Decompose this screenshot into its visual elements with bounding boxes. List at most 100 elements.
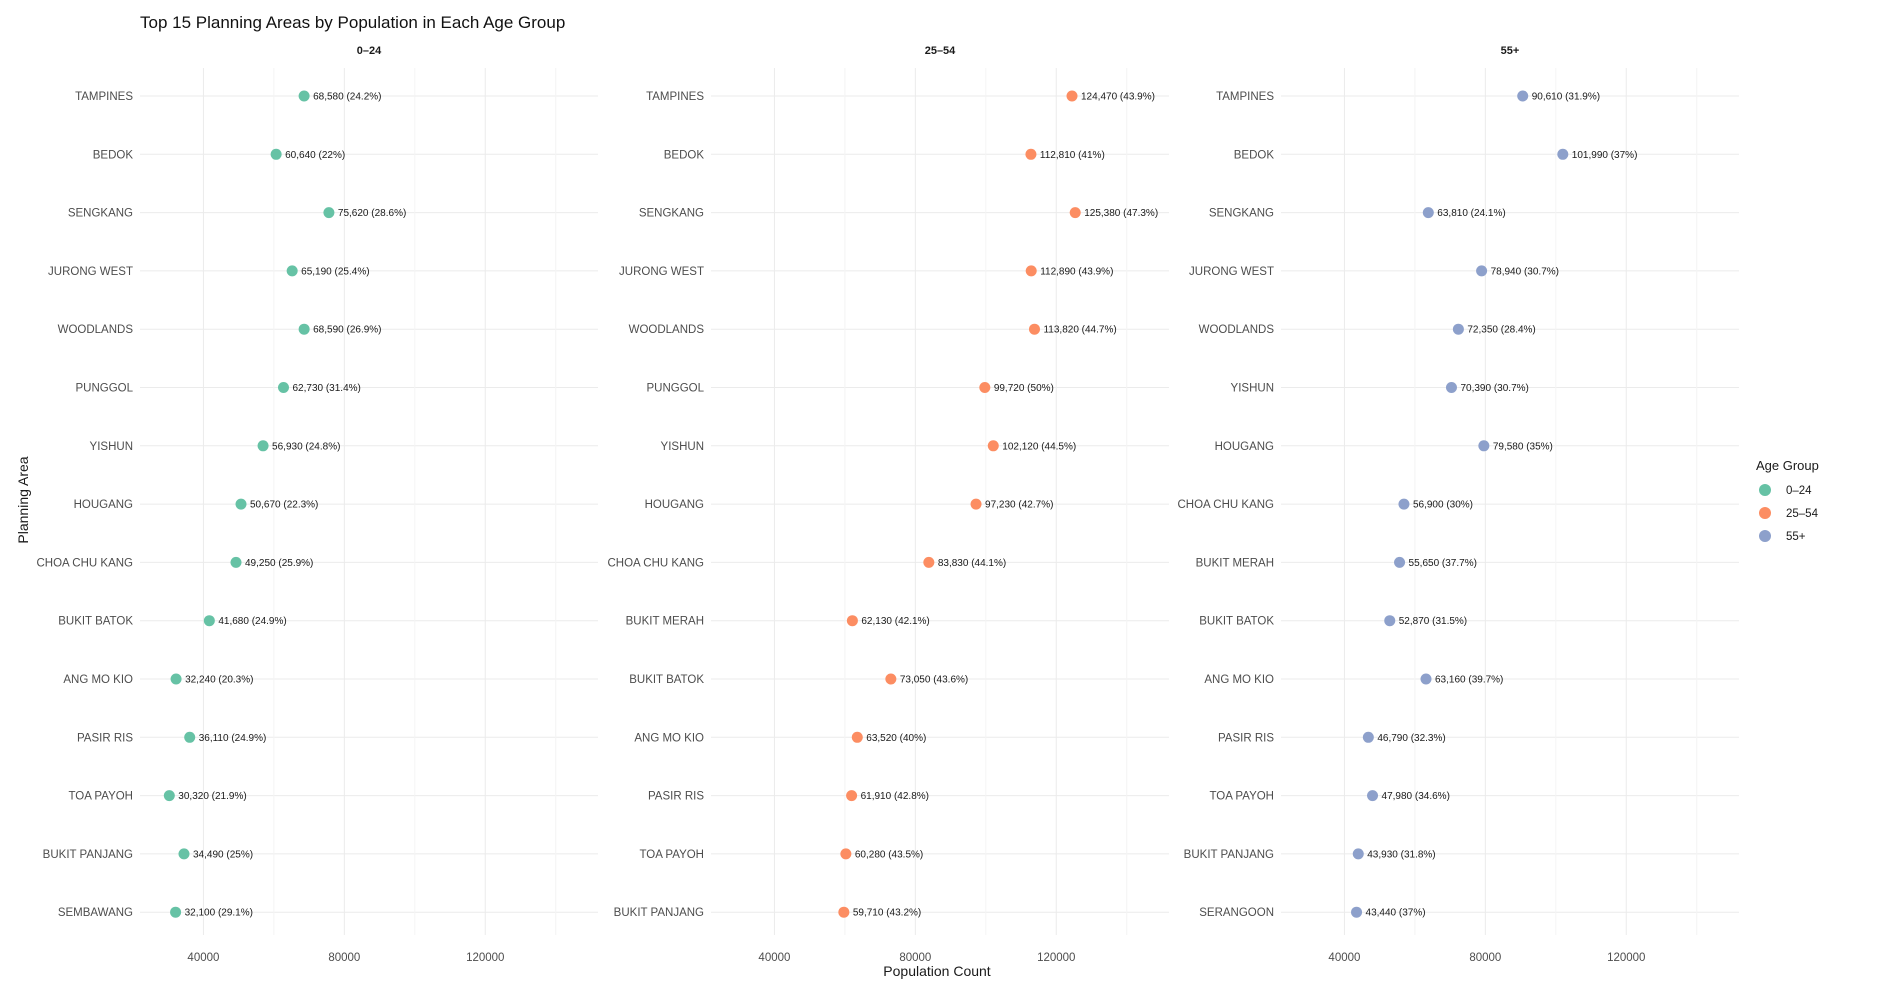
data-label: 68,590 (26.9%) <box>313 325 381 336</box>
category-label: WOODLANDS <box>58 324 134 336</box>
data-point <box>1025 265 1037 277</box>
data-label: 63,520 (40%) <box>866 733 926 744</box>
data-label: 68,580 (24.2%) <box>313 92 381 103</box>
data-label: 78,940 (30.7%) <box>1491 266 1559 277</box>
data-point <box>1025 148 1037 160</box>
category-label: SENGKANG <box>639 208 704 220</box>
data-point <box>235 498 247 510</box>
category-label: BUKIT PANJANG <box>43 849 133 861</box>
data-label: 63,810 (24.1%) <box>1437 208 1505 219</box>
data-point <box>230 556 242 568</box>
panel-title: 25–54 <box>925 45 956 57</box>
data-label: 62,730 (31.4%) <box>292 383 360 394</box>
x-tick-label: 40000 <box>1328 952 1360 964</box>
data-label: 43,930 (31.8%) <box>1367 849 1435 860</box>
data-point <box>298 323 310 335</box>
data-point <box>286 265 298 277</box>
data-point <box>1420 673 1432 685</box>
data-label: 61,910 (42.8%) <box>861 791 929 802</box>
data-label: 34,490 (25%) <box>193 849 253 860</box>
data-label: 65,190 (25.4%) <box>301 266 369 277</box>
data-point <box>1352 848 1364 860</box>
data-point <box>1069 207 1081 219</box>
category-label: HOUGANG <box>1215 441 1274 453</box>
category-label: PASIR RIS <box>648 791 704 803</box>
data-point <box>298 90 310 102</box>
data-label: 36,110 (24.9%) <box>199 733 267 744</box>
data-point <box>178 848 190 860</box>
category-label: BEDOK <box>664 149 705 161</box>
chart-title: Top 15 Planning Areas by Population in E… <box>140 13 565 32</box>
data-label: 63,160 (39.7%) <box>1435 675 1503 686</box>
category-label: CHOA CHU KANG <box>37 557 134 569</box>
category-label: PASIR RIS <box>77 732 133 744</box>
category-label: SENGKANG <box>1209 208 1274 220</box>
data-point <box>840 848 852 860</box>
data-point <box>277 382 289 393</box>
category-label: WOODLANDS <box>629 324 705 336</box>
category-label: TAMPINES <box>1216 91 1274 103</box>
category-label: JURONG WEST <box>1189 266 1274 278</box>
data-label: 97,230 (42.7%) <box>985 500 1053 511</box>
panel-2: 25–54 40000 80000 120000 TAMPINES 124,470 (43… <box>608 45 1169 964</box>
data-point <box>323 207 335 219</box>
x-tick-label: 40000 <box>187 952 219 964</box>
x-tick-label: 120000 <box>1607 952 1645 964</box>
x-axis-title: Population Count <box>883 963 991 979</box>
category-label: YISHUN <box>90 441 133 453</box>
category-label: SEMBAWANG <box>58 907 133 919</box>
data-label: 32,100 (29.1%) <box>185 908 253 919</box>
data-point <box>1557 148 1569 160</box>
category-label: CHOA CHU KANG <box>608 557 705 569</box>
category-label: BUKIT MERAH <box>626 616 704 628</box>
data-label: 49,250 (25.9%) <box>245 558 313 569</box>
category-label: BUKIT BATOK <box>629 674 704 686</box>
category-label: JURONG WEST <box>619 266 704 278</box>
data-point <box>846 790 858 802</box>
category-label: BUKIT BATOK <box>58 616 133 628</box>
panel-1: 0–24 40000 80000 120000 TAMPINES 68,580 (24.2… <box>37 45 598 964</box>
data-point <box>923 556 935 568</box>
data-label: 99,720 (50%) <box>994 383 1054 394</box>
data-label: 32,240 (20.3%) <box>185 675 253 686</box>
data-label: 60,640 (22%) <box>285 150 345 161</box>
data-point <box>1362 731 1374 743</box>
legend-label: 55+ <box>1786 531 1806 543</box>
legend-title: Age Group <box>1756 458 1819 473</box>
category-label: TAMPINES <box>646 91 704 103</box>
legend: Age Group 0–24 25–54 55+ <box>1756 458 1819 543</box>
category-label: BUKIT BATOK <box>1199 616 1274 628</box>
category-label: BUKIT PANJANG <box>614 907 704 919</box>
x-tick-label: 80000 <box>899 952 931 964</box>
data-label: 90,610 (31.9%) <box>1532 92 1600 103</box>
data-label: 79,580 (35%) <box>1493 441 1553 452</box>
data-point <box>885 673 897 685</box>
category-label: JURONG WEST <box>48 266 133 278</box>
category-label: BEDOK <box>93 149 134 161</box>
data-label: 47,980 (34.6%) <box>1382 791 1450 802</box>
data-label: 112,890 (43.9%) <box>1040 266 1113 277</box>
data-label: 124,470 (43.9%) <box>1081 92 1155 103</box>
data-point <box>1384 615 1396 627</box>
x-tick-label: 80000 <box>1469 952 1501 964</box>
data-point <box>1517 90 1529 102</box>
data-point <box>987 440 999 452</box>
y-axis-title: Planning Area <box>15 456 31 543</box>
category-label: ANG MO KIO <box>1204 674 1274 686</box>
category-label: TOA PAYOH <box>1209 791 1274 803</box>
data-label: 125,380 (47.3%) <box>1084 208 1158 219</box>
legend-key <box>1759 530 1771 542</box>
x-tick-label: 40000 <box>758 952 790 964</box>
x-tick-label: 120000 <box>1037 952 1075 964</box>
data-point <box>838 906 850 918</box>
data-label: 56,930 (24.8%) <box>272 441 340 452</box>
data-point <box>1367 790 1379 802</box>
data-point <box>1394 556 1406 568</box>
data-point <box>163 790 175 802</box>
data-point <box>170 673 182 685</box>
data-point <box>184 731 196 743</box>
data-label: 41,680 (24.9%) <box>218 616 286 627</box>
data-point <box>1028 323 1040 335</box>
category-label: TOA PAYOH <box>639 849 704 861</box>
legend-key <box>1759 507 1771 519</box>
